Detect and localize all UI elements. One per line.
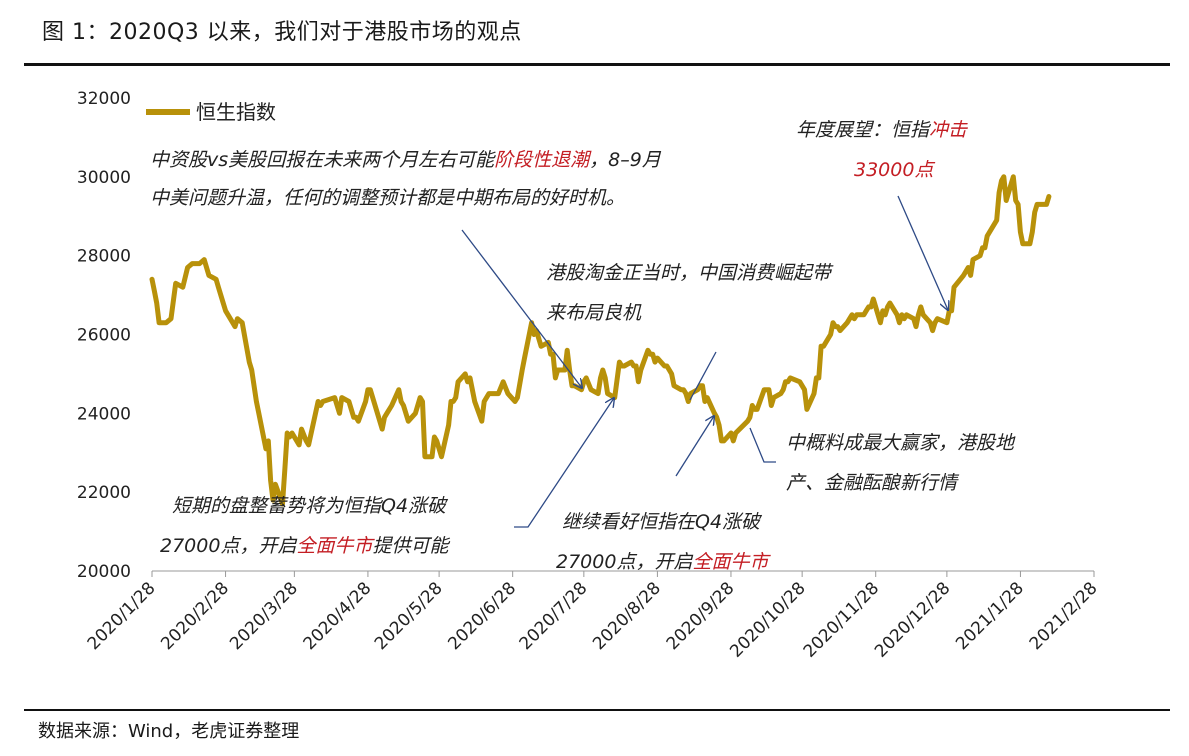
- annotation-segment: 27000点，开启: [160, 535, 297, 557]
- annotation-segment: 港股淘金正当时，中国消费崛起带: [546, 262, 834, 284]
- annotation-3-line-1: 港股淘金正当时，中国消费崛起带: [546, 262, 834, 284]
- annotation-5-line-2: 27000点，开启全面牛市提供可能: [160, 535, 450, 557]
- annotation-segment: 全面牛市: [692, 551, 771, 573]
- hsi-series-line: [149, 174, 1052, 507]
- legend-label: 恒生指数: [196, 100, 276, 124]
- arrow-annotation-5: [514, 398, 614, 528]
- x-tick-label: 2020/3/28: [226, 578, 302, 654]
- annotation-segment: 来布局良机: [546, 302, 642, 324]
- annotation-segment: 33000点: [854, 159, 935, 181]
- annotation-segment: 阶段性退潮: [494, 149, 592, 171]
- y-tick-label: 22000: [77, 483, 131, 503]
- annotation-segment: 继续看好恒指在Q4涨破: [562, 511, 763, 533]
- bottom-divider: [24, 709, 1170, 711]
- annotation-segment: 中资股vs美股回报在未来两个月左右可能: [150, 149, 496, 171]
- annotation-segment: 中概料成最大赢家，港股地: [786, 432, 1016, 454]
- y-tick-label: 30000: [77, 168, 131, 188]
- y-tick-label: 28000: [77, 247, 131, 267]
- annotation-segment: 冲击: [929, 119, 968, 141]
- top-divider: [24, 63, 1170, 66]
- annotation-1-line-1: 中资股vs美股回报在未来两个月左右可能阶段性退潮，8–9月: [150, 149, 662, 171]
- annotation-segment: 提供可能: [372, 535, 450, 557]
- annotation-2-line-2: 33000点: [854, 159, 935, 181]
- x-tick-label: 2020/11/28: [800, 578, 883, 661]
- annotation-4-line-1: 中概料成最大赢家，港股地: [786, 432, 1016, 454]
- x-tick-label: 2020/12/28: [871, 578, 954, 661]
- annotation-1-line-2: 中美问题升温，任何的调整预计都是中期布局的好时机。: [150, 187, 625, 209]
- annotation-segment: 年度展望：恒指: [796, 119, 932, 141]
- annotation-4-line-2: 产、金融酝酿新行情: [786, 472, 960, 494]
- x-tick-label: 2020/2/28: [157, 578, 233, 654]
- arrow-annotation-1: [461, 229, 582, 388]
- x-tick-label: 2021/2/28: [1026, 578, 1102, 654]
- annotation-3-line-2: 来布局良机: [546, 302, 642, 324]
- chart-title: 图 1：2020Q3 以来，我们对于港股市场的观点: [42, 20, 522, 45]
- arrow-annotation-4: [749, 427, 776, 463]
- annotation-5-line-1: 短期的盘整蓄势将为恒指Q4涨破: [172, 495, 449, 517]
- annotation-segment: 短期的盘整蓄势将为恒指Q4涨破: [172, 495, 449, 517]
- annotation-segment: 中美问题升温，任何的调整预计都是中期布局的好时机。: [150, 187, 625, 209]
- annotation-segment: ，8–9月: [589, 149, 662, 171]
- x-tick-label: 2021/1/28: [952, 578, 1028, 654]
- y-tick-label: 24000: [77, 404, 131, 424]
- x-tick-label: 2020/9/28: [663, 578, 739, 654]
- x-tick-label: 2020/8/28: [589, 578, 665, 654]
- y-tick-label: 26000: [77, 326, 131, 346]
- x-tick-label: 2020/5/28: [371, 578, 447, 654]
- annotation-2-line-1: 年度展望：恒指冲击: [796, 119, 968, 141]
- annotation-6-line-2: 27000点，开启全面牛市: [556, 551, 771, 573]
- annotation-segment: 全面牛市: [296, 535, 375, 557]
- x-tick-label: 2020/4/28: [300, 578, 376, 654]
- arrow-annotation-6: [675, 416, 714, 477]
- x-tick-label: 2020/7/28: [516, 578, 592, 654]
- annotation-segment: 产、金融酝酿新行情: [786, 472, 960, 494]
- source-note: 数据来源：Wind，老虎证券整理: [38, 721, 300, 742]
- x-tick-label: 2020/10/28: [726, 578, 809, 661]
- arrow-annotation-2: [897, 195, 948, 310]
- arrow-annotation-3: [689, 351, 717, 401]
- x-tick-label: 2020/6/28: [444, 578, 520, 654]
- y-tick-label: 32000: [77, 89, 131, 109]
- annotation-segment: 27000点，开启: [556, 551, 693, 573]
- y-tick-label: 20000: [77, 562, 131, 582]
- x-tick-label: 2020/1/28: [84, 578, 160, 654]
- annotation-6-line-1: 继续看好恒指在Q4涨破: [562, 511, 763, 533]
